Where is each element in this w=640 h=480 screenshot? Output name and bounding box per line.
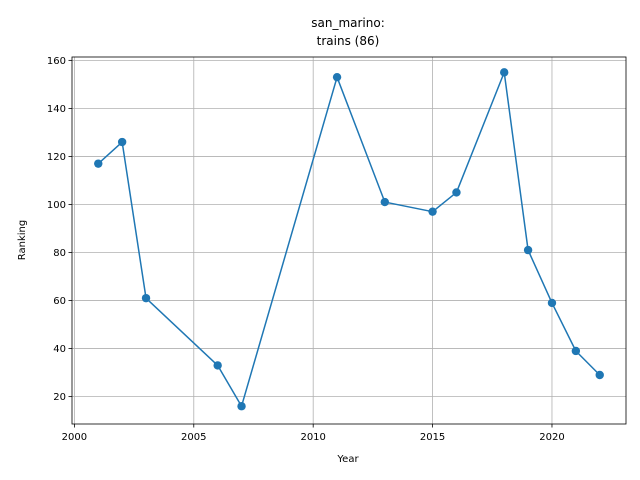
x-tick-label: 2005: [181, 432, 206, 443]
chart-title-line2: trains (86): [317, 34, 380, 48]
data-point: [428, 207, 437, 216]
plot-frame: [71, 56, 627, 425]
data-point: [94, 159, 103, 168]
x-axis-label: Year: [336, 454, 359, 465]
grid-lines: [72, 57, 626, 424]
series-layer: [94, 68, 604, 411]
series-line: [97, 71, 601, 407]
x-tick-label: 2020: [539, 432, 564, 443]
y-tick-label: 60: [53, 296, 66, 307]
data-point: [500, 68, 509, 77]
y-axis-label: Ranking: [17, 220, 28, 260]
data-point: [117, 137, 127, 147]
data-point: [380, 197, 390, 207]
data-point: [237, 402, 246, 411]
y-axis-ticks: 20 40 60 80 100 120 140 160: [47, 56, 72, 403]
y-tick-label: 80: [53, 248, 66, 259]
chart-title-line1: san_marino:: [311, 16, 385, 30]
data-point: [332, 72, 342, 82]
y-tick-label: 120: [47, 152, 66, 163]
x-tick-label: 2015: [420, 432, 445, 443]
data-point: [213, 361, 222, 370]
data-point: [571, 346, 581, 356]
y-tick-label: 40: [53, 344, 66, 355]
y-tick-label: 140: [47, 104, 66, 115]
x-tick-label: 2000: [62, 432, 87, 443]
x-tick-label: 2010: [300, 432, 325, 443]
data-point: [452, 188, 461, 197]
y-tick-label: 20: [53, 392, 66, 403]
data-point: [547, 298, 557, 308]
data-point: [595, 370, 604, 380]
data-point: [141, 293, 151, 303]
data-point: [523, 245, 533, 255]
x-axis-ticks: 2000 2005 2010 2015 2020: [62, 424, 565, 443]
y-tick-label: 100: [47, 200, 66, 211]
y-tick-label: 160: [47, 56, 66, 67]
